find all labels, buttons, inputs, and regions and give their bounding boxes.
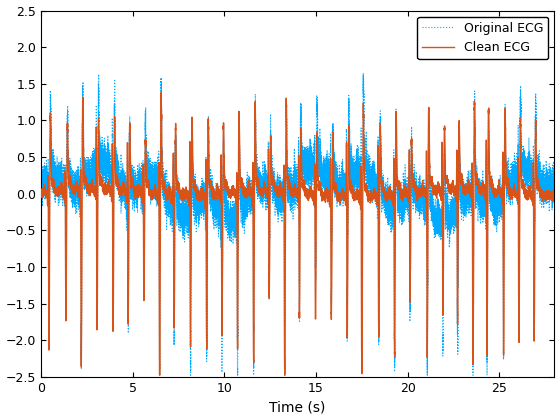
Line: Clean ECG: Clean ECG: [41, 92, 554, 375]
Clean ECG: [551, 191, 558, 196]
Original ECG: [360, 71, 367, 76]
Clean ECG: [153, 191, 160, 196]
Original ECG: [231, 231, 238, 236]
Clean ECG: [158, 90, 165, 95]
X-axis label: Time (s): Time (s): [269, 400, 326, 415]
Original ECG: [38, 171, 44, 176]
Clean ECG: [501, 136, 508, 141]
Original ECG: [153, 177, 160, 182]
Legend: Original ECG, Clean ECG: Original ECG, Clean ECG: [417, 17, 548, 59]
Clean ECG: [156, 373, 163, 378]
Clean ECG: [157, 153, 164, 158]
Original ECG: [155, 174, 161, 179]
Clean ECG: [38, 186, 44, 192]
Clean ECG: [119, 187, 125, 192]
Original ECG: [551, 191, 558, 196]
Original ECG: [119, 188, 125, 193]
Line: Original ECG: Original ECG: [41, 74, 554, 375]
Clean ECG: [231, 189, 238, 194]
Original ECG: [501, 145, 508, 150]
Original ECG: [157, 152, 164, 158]
Clean ECG: [155, 199, 161, 204]
Original ECG: [156, 373, 163, 378]
